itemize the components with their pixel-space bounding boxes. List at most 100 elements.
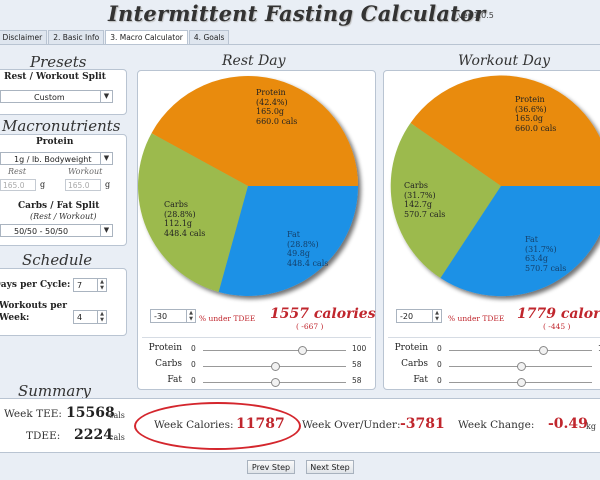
chevron-down-icon: ▼ xyxy=(100,225,112,236)
workout-slider-label: Protein xyxy=(394,343,428,353)
workouts-stepper[interactable]: 4 ▲ ▼ xyxy=(73,310,107,324)
rest-carbs-pct: (28.8%) xyxy=(164,209,196,219)
workout-protein-input[interactable]: 165.0 xyxy=(65,179,101,191)
rest-day-title: Rest Day xyxy=(222,53,286,69)
rest-carbs-label: Carbs (28.8%) 112.1g 448.4 cals xyxy=(164,200,205,238)
rest-slider-thumb[interactable] xyxy=(297,346,307,355)
carbfat-value: 50/50 - 50/50 xyxy=(14,227,69,236)
workout-carbs-cals: 570.7 cals xyxy=(404,209,446,219)
workout-fat-pct: (31.7%) xyxy=(525,244,557,254)
rest-slider-max: 100 xyxy=(352,344,367,353)
summary-panel: Week TEE: 15568 cals TDEE: 2224 cals Wee… xyxy=(0,398,600,453)
rest-unit: g xyxy=(40,180,46,189)
stepper-arrows-icon[interactable]: ▲ ▼ xyxy=(432,310,441,322)
protein-unit-select[interactable]: 1g / lb. Bodyweight ▼ xyxy=(0,152,113,165)
rest-delta: ( -667 ) xyxy=(296,322,324,331)
workout-slider-thumb[interactable] xyxy=(516,378,526,387)
rest-under-label: % under TDEE xyxy=(199,314,256,323)
tab-disclaimer[interactable]: 1. Disclaimer xyxy=(0,30,48,44)
macros-panel: Protein 1g / lb. Bodyweight ▼ Rest Worko… xyxy=(0,134,127,246)
workout-protein-grams: 165.0g xyxy=(515,114,544,124)
rest-slider-thumb[interactable] xyxy=(270,378,280,387)
workout-slider-label: Carbs xyxy=(401,359,428,369)
app-title: Intermittent Fasting Calculator xyxy=(108,1,486,26)
workout-slider-min: 0 xyxy=(437,376,442,385)
workout-fat-cals: 570.7 cals xyxy=(525,263,567,273)
workout-fat-slice xyxy=(440,186,600,297)
stepper-arrows-icon[interactable]: ▲ ▼ xyxy=(97,311,106,323)
rest-carbs-cals: 448.4 cals xyxy=(164,228,206,238)
chevron-down-icon: ▼ xyxy=(100,91,112,102)
rest-protein-cals: 660.0 cals xyxy=(256,116,298,126)
rest-tdee-value: -30 xyxy=(154,312,168,321)
rest-divider xyxy=(142,337,371,338)
workout-protein-pct: (36.6%) xyxy=(515,104,547,114)
tdee-value: 2224 xyxy=(74,427,113,443)
carbfat-select[interactable]: 50/50 - 50/50 ▼ xyxy=(0,224,113,237)
rest-protein-label: Protein (42.4%) 165.0g 660.0 cals xyxy=(256,88,297,126)
workout-slider-fat: Fat 0 xyxy=(384,373,600,389)
rest-protein-slice xyxy=(151,75,358,186)
workout-carbs-label: Carbs (31.7%) 142.7g 570.7 cals xyxy=(404,181,445,219)
days-stepper[interactable]: 7 ▲ ▼ xyxy=(73,278,107,292)
prev-step-button[interactable]: Prev Step xyxy=(247,460,295,474)
tab-basic-info[interactable]: 2. Basic Info xyxy=(48,30,105,44)
workout-tdee-value: -20 xyxy=(400,312,414,321)
rest-fat-cals: 448.4 cals xyxy=(287,258,329,268)
rest-carbs-name: Carbs xyxy=(164,200,188,209)
summary-title: Summary xyxy=(18,382,91,400)
rest-label: Rest xyxy=(8,167,27,176)
tdee-label: TDEE: xyxy=(26,430,61,442)
rest-slider-fat: Fat 0 58 xyxy=(138,373,373,389)
workouts-value: 4 xyxy=(77,313,83,322)
rest-slider-label: Carbs xyxy=(155,359,182,369)
workout-calories: 1779 calories xyxy=(517,306,600,322)
workouts-label-line2: Week: xyxy=(0,313,30,323)
presets-panel: Rest / Workout Split Custom ▼ xyxy=(0,69,127,115)
rest-slider-label: Protein xyxy=(148,343,182,353)
days-value: 7 xyxy=(77,281,83,290)
workout-delta: ( -445 ) xyxy=(543,322,571,331)
workout-slider-min: 0 xyxy=(437,344,442,353)
rest-tdee-stepper[interactable]: -30 ▲ ▼ xyxy=(150,309,196,323)
workout-fat-name: Fat xyxy=(525,235,538,244)
workout-slider-min: 0 xyxy=(437,360,442,369)
rest-day-pie xyxy=(138,75,358,296)
tab-goals[interactable]: 4. Goals xyxy=(188,30,230,44)
rest-protein-input[interactable]: 165.0 xyxy=(0,179,36,191)
week-calories-value: 11787 xyxy=(236,416,285,432)
workout-tdee-stepper[interactable]: -20 ▲ ▼ xyxy=(396,309,442,323)
rest-day-panel: Protein (42.4%) 165.0g 660.0 cals Carbs … xyxy=(137,70,376,390)
week-tee-value: 15568 xyxy=(66,405,115,421)
rest-calories: 1557 calories xyxy=(270,306,376,322)
workout-carbs-grams: 142.7g xyxy=(404,200,433,210)
tdee-unit: cals xyxy=(109,433,125,442)
workout-slider-track[interactable] xyxy=(449,350,592,351)
stepper-arrows-icon[interactable]: ▲ ▼ xyxy=(97,279,106,291)
next-step-button[interactable]: Next Step xyxy=(306,460,354,474)
workout-fat-label: Fat (31.7%) 63.4g 570.7 cals xyxy=(525,235,566,273)
workout-slider-thumb[interactable] xyxy=(516,362,526,371)
week-tee-unit: cals xyxy=(109,411,125,420)
workout-protein-label: Protein (36.6%) 165.0g 660.0 cals xyxy=(515,95,556,133)
workout-day-panel: Protein (36.6%) 165.0g 660.0 cals Carbs … xyxy=(383,70,600,390)
rest-slider-thumb[interactable] xyxy=(270,362,280,371)
protein-unit-value: 1g / lb. Bodyweight xyxy=(14,155,92,164)
rest-slider-track[interactable] xyxy=(203,350,346,351)
workout-label: Workout xyxy=(68,167,103,176)
stepper-arrows-icon[interactable]: ▲ ▼ xyxy=(186,310,195,322)
workout-unit: g xyxy=(105,180,111,189)
tab-macro-calculator[interactable]: 3. Macro Calculator xyxy=(105,30,188,45)
over-under-value: -3781 xyxy=(400,416,445,432)
rest-protein-name: Protein xyxy=(256,88,286,97)
workout-slider-carbs: Carbs 0 xyxy=(384,357,600,373)
rest-slider-min: 0 xyxy=(191,376,196,385)
workout-carbs-name: Carbs xyxy=(404,181,428,190)
rest-fat-grams: 49.8g xyxy=(287,249,310,259)
rest-slider-carbs: Carbs 0 58 xyxy=(138,357,373,373)
workout-slider-thumb[interactable] xyxy=(539,346,549,355)
split-select[interactable]: Custom ▼ xyxy=(0,90,113,103)
split-label: Rest / Workout Split xyxy=(4,72,106,82)
version-label: ver 1.0.5 xyxy=(458,11,494,20)
workout-slider-max: 1 xyxy=(598,344,600,353)
